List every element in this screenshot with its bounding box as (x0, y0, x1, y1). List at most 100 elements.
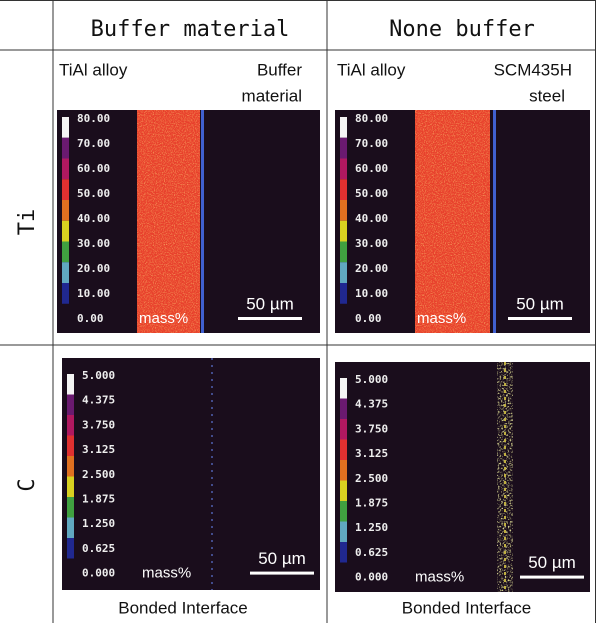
scale-bar (250, 571, 314, 575)
row-label: C (15, 478, 40, 491)
color-bar (340, 398, 347, 420)
scale-label: 50.00 (77, 187, 110, 200)
scale-label: 3.125 (355, 447, 388, 460)
scale-label: 2.500 (82, 468, 115, 481)
row-label: Ti (15, 209, 40, 236)
color-bar (340, 283, 347, 304)
color-bar (340, 419, 347, 440)
scale-label: 10.00 (77, 287, 110, 300)
ti-texture (137, 110, 200, 333)
scale-label: 1.875 (82, 493, 115, 506)
color-bar (340, 200, 347, 221)
color-bar (340, 378, 347, 399)
color-bar (340, 542, 347, 563)
scale-label: 50.00 (355, 187, 388, 200)
caption: Bonded Interface (402, 598, 531, 617)
scale-label: 20.00 (355, 262, 388, 275)
scale-label: 4.375 (82, 394, 115, 407)
color-bar (62, 117, 69, 138)
scale-bar-label: 50 µm (516, 294, 564, 313)
color-bar (340, 262, 347, 283)
color-bar (62, 137, 69, 159)
scale-label: 5.000 (355, 373, 388, 386)
color-bar (62, 262, 69, 283)
scale-label: 40.00 (77, 212, 110, 225)
scale-label: 0.000 (355, 571, 388, 584)
color-bar (67, 435, 74, 457)
scale-bar-label: 50 µm (258, 549, 306, 568)
scale-label: 10.00 (355, 287, 388, 300)
scale-label: 1.250 (355, 521, 388, 534)
material-label: Buffer (257, 60, 302, 79)
scale-label: 0.625 (82, 542, 115, 555)
color-bar (340, 117, 347, 138)
unit-label: mass% (417, 310, 466, 327)
scale-label: 3.750 (355, 422, 388, 435)
color-bar (67, 517, 74, 539)
color-bar (340, 521, 347, 543)
scale-label: 60.00 (355, 162, 388, 175)
scale-label: 60.00 (77, 162, 110, 175)
scale-label: 30.00 (355, 237, 388, 250)
scale-label: 0.00 (355, 312, 382, 325)
color-bar (340, 241, 347, 263)
scale-bar-label: 50 µm (528, 553, 576, 572)
color-bar (340, 137, 347, 159)
color-bar (67, 456, 74, 477)
scale-label: 4.375 (355, 398, 388, 411)
map-image (62, 358, 320, 590)
color-bar (67, 415, 74, 436)
color-bar (62, 220, 69, 242)
color-bar (62, 200, 69, 221)
color-bar (62, 179, 69, 200)
scale-label: 5.000 (82, 369, 115, 382)
scale-bar-label: 50 µm (246, 294, 294, 313)
color-bar (340, 158, 347, 180)
scale-bar (520, 575, 584, 579)
color-bar (62, 241, 69, 263)
scale-label: 3.750 (82, 418, 115, 431)
scale-label: 3.125 (82, 443, 115, 456)
caption: Bonded Interface (118, 598, 247, 617)
scale-label: 1.875 (355, 497, 388, 510)
color-bar (340, 439, 347, 461)
scale-bar (238, 317, 302, 320)
column-header: Buffer material (91, 17, 290, 42)
color-bar (340, 220, 347, 242)
scale-bar (508, 317, 572, 320)
interface-line (493, 110, 496, 333)
color-bar (67, 497, 74, 518)
color-bar (67, 374, 74, 395)
material-label: TiAl alloy (337, 60, 406, 79)
material-label: steel (529, 86, 565, 105)
material-label: TiAl alloy (59, 60, 128, 79)
color-bar (340, 501, 347, 522)
material-label: SCM435H (494, 60, 572, 79)
scale-label: 2.500 (355, 472, 388, 485)
color-bar (62, 158, 69, 180)
unit-label: mass% (142, 565, 191, 582)
scale-label: 80.00 (355, 112, 388, 125)
map-image (335, 362, 590, 592)
scale-label: 0.00 (77, 312, 104, 325)
scale-label: 0.625 (355, 546, 388, 559)
scale-label: 0.000 (82, 567, 115, 580)
ti-texture (415, 110, 490, 333)
unit-label: mass% (139, 310, 188, 327)
scale-label: 70.00 (77, 137, 110, 150)
scale-label: 30.00 (77, 237, 110, 250)
color-bar (67, 394, 74, 416)
scale-label: 20.00 (77, 262, 110, 275)
panels: 80.00 70.00 60.00 50.00 40.00 30.00 20.00 10.00… (57, 60, 590, 617)
color-bar (340, 480, 347, 502)
material-label: material (242, 86, 302, 105)
color-bar (340, 179, 347, 200)
unit-label: mass% (415, 569, 464, 586)
color-bar (62, 283, 69, 304)
scale-label: 1.250 (82, 517, 115, 530)
scale-label: 40.00 (355, 212, 388, 225)
color-bar (67, 538, 74, 559)
scale-label: 70.00 (355, 137, 388, 150)
column-header: None buffer (389, 17, 535, 42)
